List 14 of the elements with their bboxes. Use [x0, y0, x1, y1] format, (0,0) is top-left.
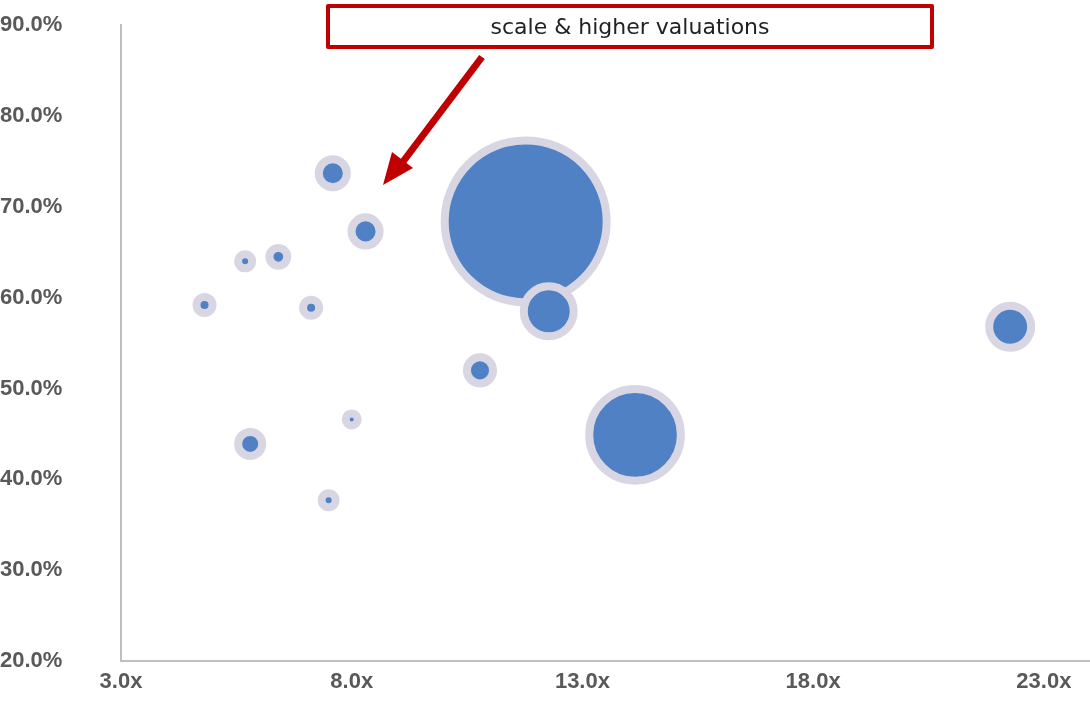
y-tick-label: 60.0%	[0, 283, 63, 309]
x-tick-label: 8.0x	[330, 668, 374, 694]
y-tick-label: 30.0%	[0, 556, 63, 582]
y-tick-label: 70.0%	[0, 192, 63, 218]
y-tick-label: 20.0%	[0, 647, 63, 673]
x-tick-label: 13.0x	[554, 668, 611, 694]
x-tick-label: 3.0x	[99, 668, 144, 694]
x-tick-label: 23.0x	[1016, 668, 1073, 694]
y-tick-label: 80.0%	[0, 102, 63, 128]
annotation: scale & higher valuations	[489, 13, 771, 41]
y-tick-label: 50.0%	[0, 374, 63, 400]
x-tick-label: 18.0x	[785, 668, 842, 694]
y-tick-label: 90.0%	[0, 11, 63, 37]
y-tick-label: 40.0%	[0, 465, 63, 491]
